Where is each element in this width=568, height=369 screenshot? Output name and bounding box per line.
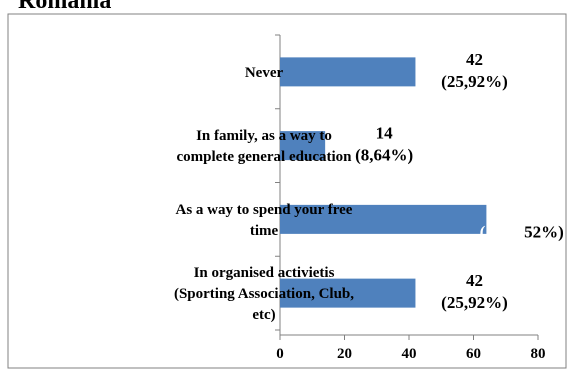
chart-title: Romania xyxy=(18,0,111,14)
category-label: etc) xyxy=(252,307,275,323)
data-label: 52%) xyxy=(524,222,564,241)
data-label: 42 xyxy=(466,50,483,69)
category-label: In organised activietis xyxy=(194,265,335,281)
x-tick-label: 80 xyxy=(531,346,546,362)
data-label: (25,92%) xyxy=(441,72,508,91)
category-label: time xyxy=(250,223,279,239)
category-labels: Never In family, as a way to complete gene… xyxy=(174,65,354,323)
bars xyxy=(280,57,487,308)
data-label: (25,92%) xyxy=(441,293,508,312)
data-label: 42 xyxy=(466,271,483,290)
category-label: As a way to spend your free xyxy=(176,202,353,218)
data-label: 14 xyxy=(376,124,394,143)
x-tick-label: 0 xyxy=(276,346,284,362)
bar xyxy=(280,131,326,161)
bar xyxy=(280,57,416,87)
data-labels: 42 (25,92%) 14 (8,64%) (52%) 42 (25,92%) xyxy=(355,50,564,312)
x-tick-label: 60 xyxy=(466,346,481,362)
x-tick-label: 40 xyxy=(402,346,417,362)
x-axis-ticks: 0 20 40 60 80 xyxy=(275,34,546,362)
bar xyxy=(280,204,487,234)
category-label: (Sporting Association, Club, xyxy=(174,286,354,302)
category-label: In family, as a way to xyxy=(196,128,332,144)
data-label: (8,64%) xyxy=(355,146,413,165)
x-tick-label: 20 xyxy=(337,346,352,362)
category-label: Never xyxy=(245,65,284,81)
data-label-fragment: ( xyxy=(480,222,486,241)
category-label: complete general education xyxy=(177,149,353,165)
bar xyxy=(280,278,416,308)
